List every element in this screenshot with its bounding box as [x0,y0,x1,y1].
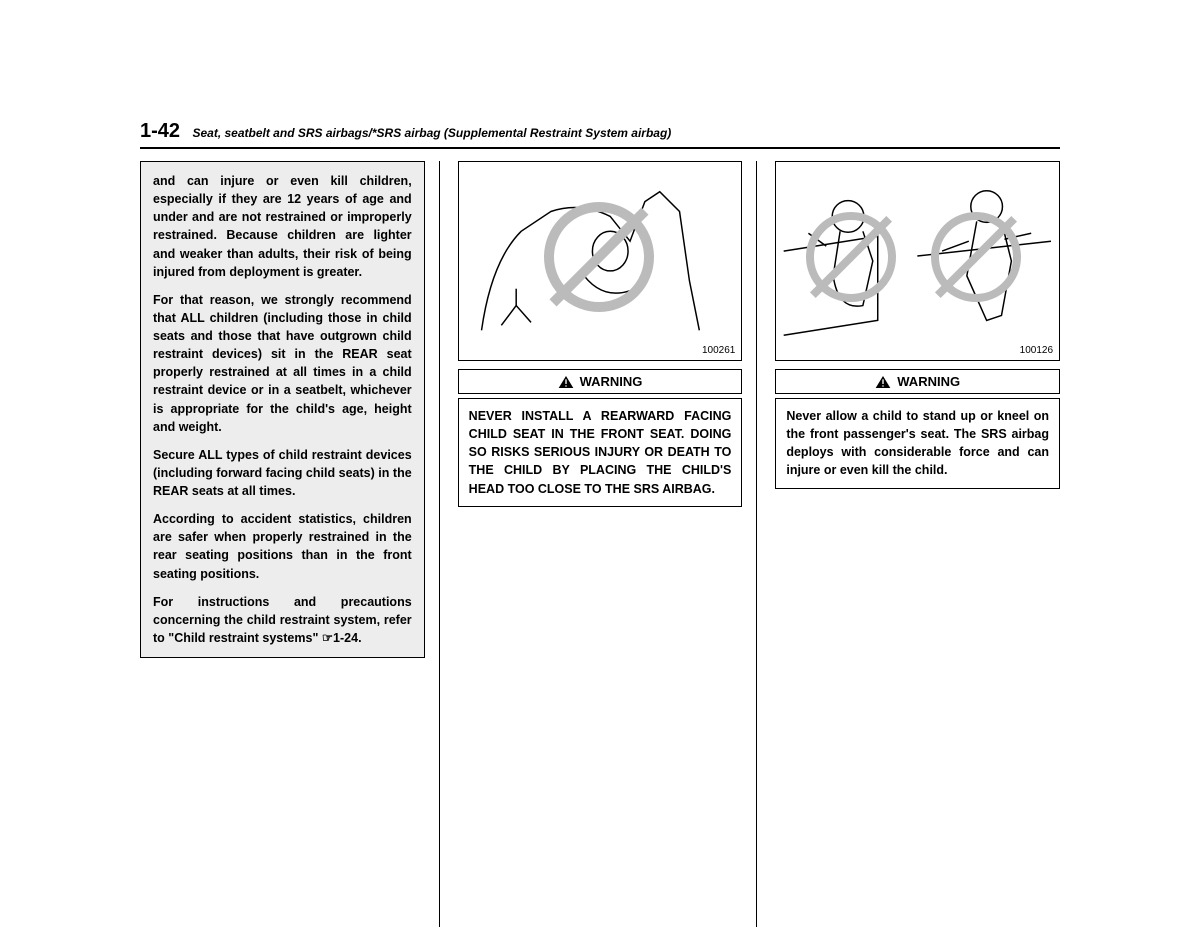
illustration-child-standing: 100126 [775,161,1060,361]
advisory-text-box: and can injure or even kill children, es… [140,161,425,658]
illustration-number: 100126 [1020,345,1053,356]
prohibit-icon [806,212,896,302]
warning-body: Never allow a child to stand up or kneel… [775,398,1060,489]
manual-page: 1-42 Seat, seatbelt and SRS airbags/*SRS… [140,120,1060,927]
column-1: and can injure or even kill children, es… [140,161,440,927]
warning-body: NEVER INSTALL A REARWARD FACING CHILD SE… [458,398,743,507]
paragraph: For instructions and precautions concern… [153,593,412,647]
prohibit-icon [931,212,1021,302]
section-title: Seat, seatbelt and SRS airbags/*SRS airb… [192,126,671,140]
paragraph: According to accident statistics, childr… [153,510,412,583]
page-header: 1-42 Seat, seatbelt and SRS airbags/*SRS… [140,120,1060,149]
column-2: 100261 WARNING NEVER INSTALL A REARWARD … [458,161,758,927]
warning-triangle-icon [875,375,891,389]
paragraph: For that reason, we strongly recommend t… [153,291,412,436]
warning-triangle-icon [558,375,574,389]
prohibit-icon [544,202,654,312]
page-number: 1-42 [140,120,180,142]
illustration-child-seat: 100261 [458,161,743,361]
warning-label: WARNING [580,374,643,389]
illustration-number: 100261 [702,345,735,356]
content-columns: and can injure or even kill children, es… [140,161,1060,927]
warning-label: WARNING [897,374,960,389]
column-3: 100126 WARNING Never allow a child to st… [775,161,1060,927]
paragraph: and can injure or even kill children, es… [153,172,412,281]
paragraph: Secure ALL types of child restraint devi… [153,446,412,500]
warning-header: WARNING [775,369,1060,394]
warning-header: WARNING [458,369,743,394]
